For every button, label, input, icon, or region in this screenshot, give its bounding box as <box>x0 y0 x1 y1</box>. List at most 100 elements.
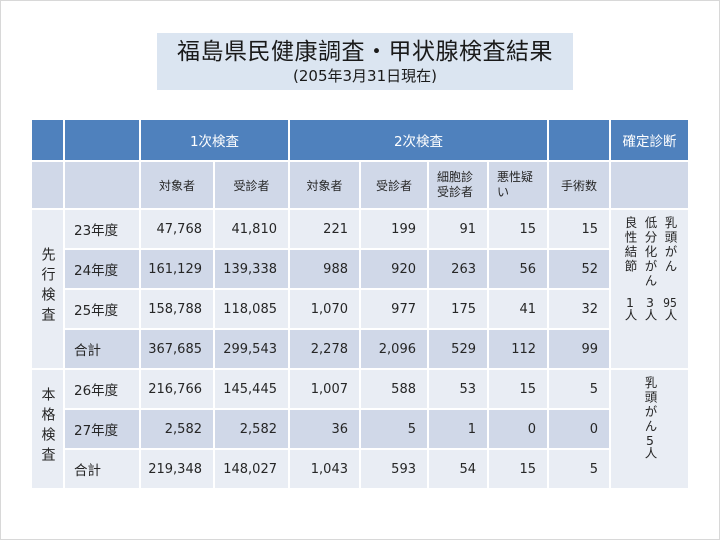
table-row-total: 合計 367,685 299,543 2,278 2,096 529 112 9… <box>32 330 688 368</box>
value-cell: 1,043 <box>290 450 359 488</box>
value-cell: 2,582 <box>215 410 288 448</box>
value-cell: 0 <box>489 410 548 448</box>
value-cell: 36 <box>290 410 359 448</box>
corner-cell <box>65 120 139 160</box>
value-cell: 0 <box>549 410 610 448</box>
diagnosis-vertical-text: 乳頭がん95人 低分化がん3人 良性結節1人 <box>620 216 680 323</box>
value-cell: 32 <box>549 290 610 328</box>
corner-cell <box>32 120 63 160</box>
value-cell: 54 <box>429 450 487 488</box>
value-cell: 15 <box>489 210 548 248</box>
table-row: 本格検査 26年度 216,766 145,445 1,007 588 53 1… <box>32 370 689 488</box>
value-cell: 5 <box>549 370 610 408</box>
year-cell: 24年度 <box>65 250 139 288</box>
value-cell: 920 <box>361 250 427 288</box>
value-cell: 145,445 <box>215 370 288 408</box>
diagnosis-unit: 人 <box>662 308 678 324</box>
title-box: 福島県民健康調査・甲状腺検査結果 (205年3月31日現在) <box>157 33 573 90</box>
col-header-cytology: 細胞診受診者 <box>429 162 487 208</box>
col-header-surgeries: 手術数 <box>549 162 610 208</box>
diagnosis-entry: 乳頭がん5人 <box>640 376 660 461</box>
table-row: 25年度 158,788 118,085 1,070 977 175 41 32 <box>32 290 688 328</box>
year-cell: 23年度 <box>65 210 139 248</box>
value-cell: 52 <box>549 250 610 288</box>
value-cell: 367,685 <box>141 330 213 368</box>
year-cell: 27年度 <box>65 410 139 448</box>
diagnosis-name: 低分化がん <box>642 216 658 289</box>
diagnosis-unit: 人 <box>642 308 658 324</box>
year-cell: 合計 <box>65 450 139 488</box>
value-cell: 56 <box>489 250 548 288</box>
group-label-full-scale-survey: 本格検査 <box>32 370 63 488</box>
header-confirmed-diagnosis: 確定診断 <box>611 120 689 160</box>
diagnosis-name: 乳頭がん <box>662 216 678 274</box>
diagnosis-entry: 低分化がん 3人 <box>640 216 660 323</box>
value-cell: 47,768 <box>141 210 213 248</box>
table-row-total: 合計 219,348 148,027 1,043 593 54 15 5 <box>32 450 688 488</box>
group-label-text: 先行検査 <box>39 247 56 327</box>
value-cell: 219,348 <box>141 450 213 488</box>
column-header-row: 対象者 受診者 対象者 受診者 細胞診受診者 悪性疑い 手術数 <box>32 162 689 208</box>
diagnosis-entry: 乳頭がん 95人 <box>660 216 680 323</box>
table-row: 先行検査 23年度 47,768 41,810 221 199 91 15 15… <box>32 210 689 368</box>
slide-title: 福島県民健康調査・甲状腺検査結果 <box>177 39 553 66</box>
group-label-preceding-survey: 先行検査 <box>32 210 63 368</box>
value-cell: 1 <box>429 410 487 448</box>
table-row: 27年度 2,582 2,582 36 5 1 0 0 <box>32 410 688 448</box>
header-surgery-spacer <box>549 120 610 160</box>
value-cell: 118,085 <box>215 290 288 328</box>
col-header-spacer <box>611 162 689 208</box>
value-cell: 2,278 <box>290 330 359 368</box>
header-primary-exam: 1次検査 <box>141 120 288 160</box>
value-cell: 5 <box>361 410 427 448</box>
value-cell: 53 <box>429 370 487 408</box>
value-cell: 175 <box>429 290 487 328</box>
results-table: 1次検査 2次検査 確定診断 対象者 受診者 対象者 受診者 細胞診受診者 悪性… <box>30 118 690 490</box>
year-cell: 合計 <box>65 330 139 368</box>
value-cell: 161,129 <box>141 250 213 288</box>
value-cell: 199 <box>361 210 427 248</box>
value-cell: 15 <box>489 370 548 408</box>
year-cell: 25年度 <box>65 290 139 328</box>
value-cell: 99 <box>549 330 610 368</box>
corner-cell <box>65 162 139 208</box>
table-row: 24年度 161,129 139,338 988 920 263 56 52 <box>32 250 688 288</box>
diagnosis-cell-full-scale: 乳頭がん5人 <box>611 370 689 488</box>
value-cell: 15 <box>549 210 610 248</box>
col-header-examined-secondary: 受診者 <box>361 162 427 208</box>
value-cell: 91 <box>429 210 487 248</box>
value-cell: 5 <box>549 450 610 488</box>
diagnosis-count: 95 <box>663 296 677 309</box>
value-cell: 263 <box>429 250 487 288</box>
header-secondary-exam: 2次検査 <box>290 120 548 160</box>
value-cell: 221 <box>290 210 359 248</box>
group-header-row: 1次検査 2次検査 確定診断 <box>32 120 689 160</box>
value-cell: 299,543 <box>215 330 288 368</box>
value-cell: 112 <box>489 330 548 368</box>
value-cell: 988 <box>290 250 359 288</box>
diagnosis-cell-preceding: 乳頭がん95人 低分化がん3人 良性結節1人 <box>611 210 689 368</box>
col-header-malignant-suspected: 悪性疑い <box>489 162 548 208</box>
value-cell: 148,027 <box>215 450 288 488</box>
diagnosis-count: 1 <box>626 296 634 309</box>
value-cell: 2,096 <box>361 330 427 368</box>
value-cell: 977 <box>361 290 427 328</box>
value-cell: 41,810 <box>215 210 288 248</box>
col-header-target-primary: 対象者 <box>141 162 213 208</box>
value-cell: 216,766 <box>141 370 213 408</box>
diagnosis-count: 3 <box>646 296 654 309</box>
value-cell: 41 <box>489 290 548 328</box>
value-cell: 158,788 <box>141 290 213 328</box>
diagnosis-name: 乳頭がん <box>642 376 658 434</box>
col-header-examined-primary: 受診者 <box>215 162 288 208</box>
group-label-text: 本格検査 <box>39 387 56 467</box>
diagnosis-count: 5 <box>646 434 654 447</box>
diagnosis-vertical-text: 乳頭がん5人 <box>640 376 660 461</box>
value-cell: 1,007 <box>290 370 359 408</box>
value-cell: 588 <box>361 370 427 408</box>
year-cell: 26年度 <box>65 370 139 408</box>
value-cell: 593 <box>361 450 427 488</box>
value-cell: 529 <box>429 330 487 368</box>
corner-cell <box>32 162 63 208</box>
